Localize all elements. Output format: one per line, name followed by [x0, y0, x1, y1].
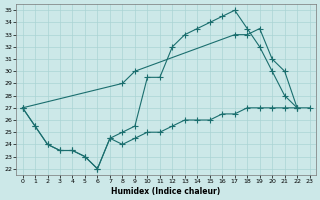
X-axis label: Humidex (Indice chaleur): Humidex (Indice chaleur)	[111, 187, 221, 196]
